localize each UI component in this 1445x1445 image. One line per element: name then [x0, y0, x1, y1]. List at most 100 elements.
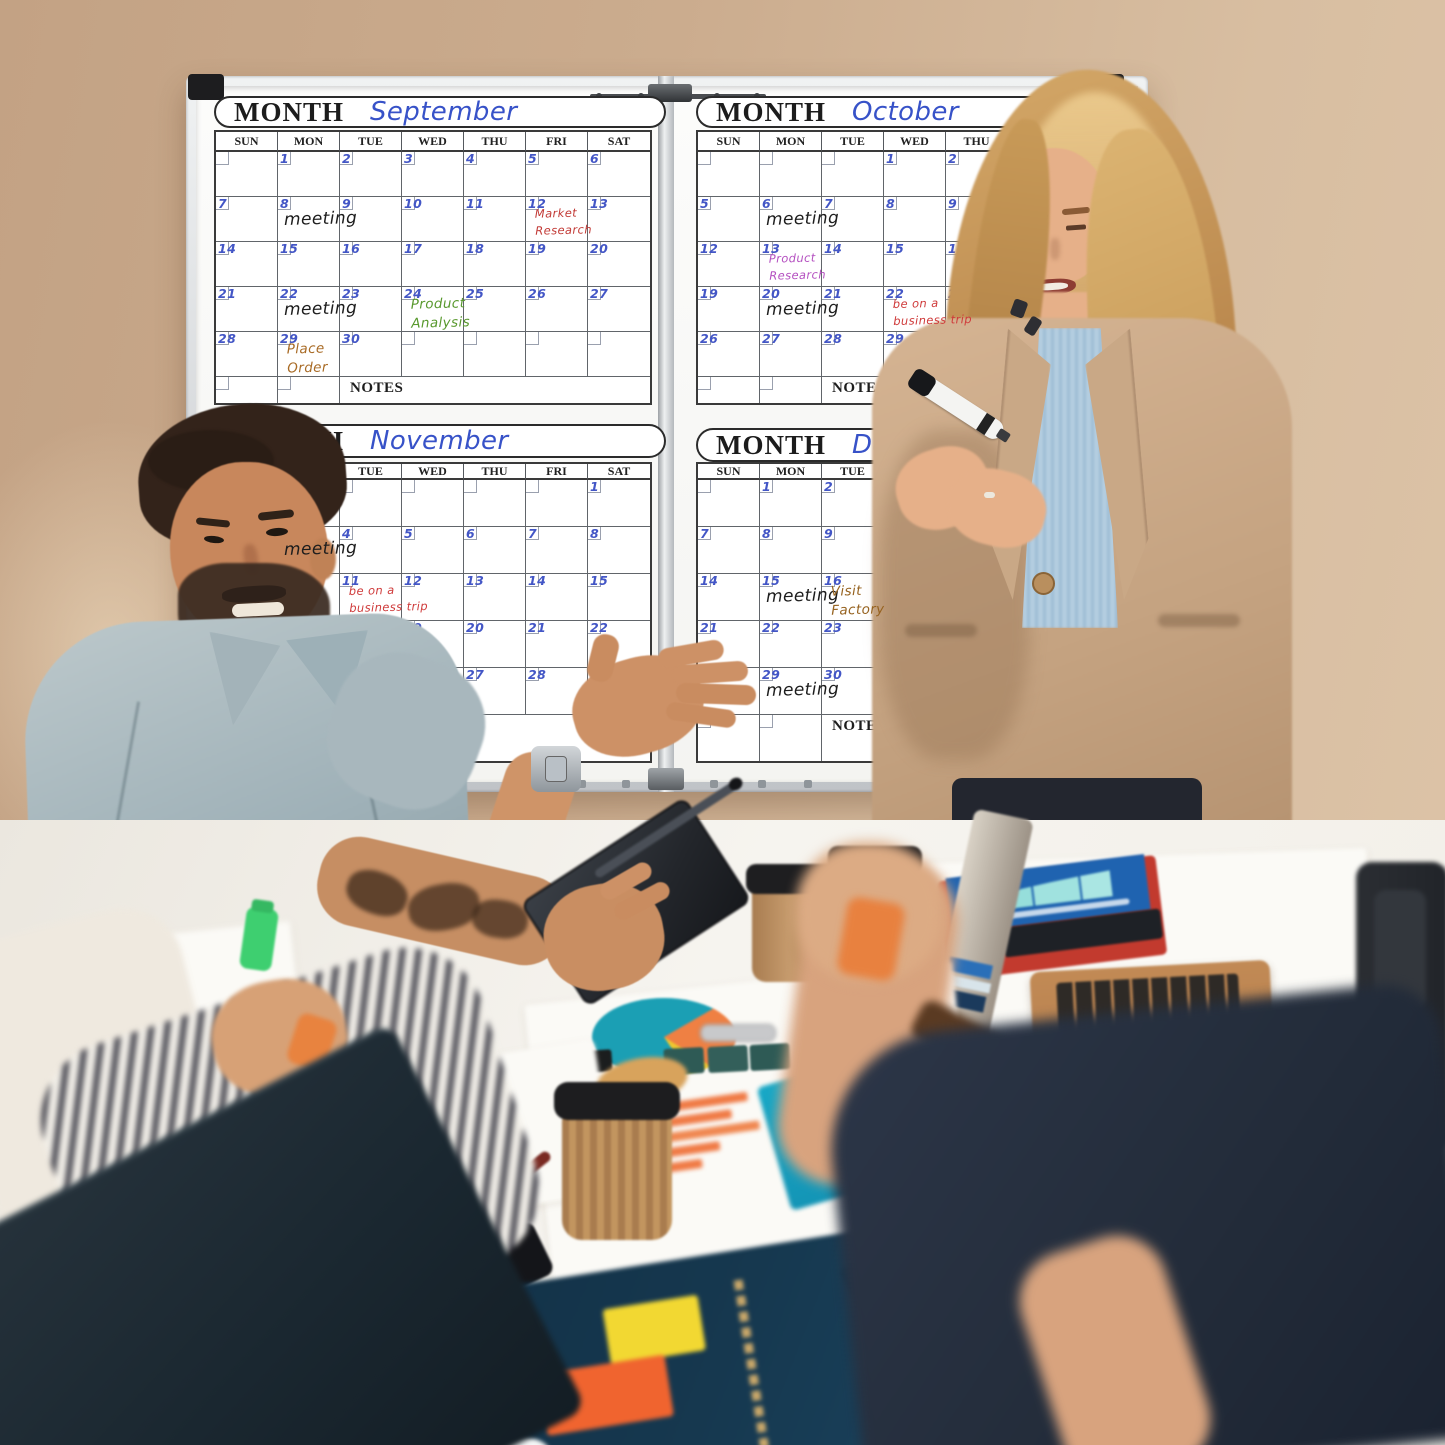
corner-box — [760, 197, 773, 210]
handwritten-event: meeting — [765, 585, 840, 607]
day-number: 9 — [342, 196, 352, 211]
month-label: MONTH — [234, 96, 344, 127]
day-number: 2 — [342, 151, 352, 166]
day-cell — [402, 332, 464, 377]
corner-box — [278, 332, 291, 345]
month-title-bar: MONTH September — [214, 96, 666, 128]
corner-box — [278, 242, 291, 255]
man-finger — [675, 682, 757, 706]
day-number: 16 — [824, 573, 843, 588]
corner-box — [760, 668, 773, 681]
day-number: 1 — [886, 151, 896, 166]
corner-box — [526, 668, 539, 681]
day-number: 16 — [342, 241, 361, 256]
woman-nose-shadow — [1050, 238, 1060, 260]
day-cell: 7 — [526, 526, 588, 574]
day-cell: 29 — [760, 667, 822, 715]
corner-box — [340, 332, 353, 345]
day-cell: 12 — [402, 573, 464, 621]
weekday-header: TUE — [340, 132, 402, 152]
notes-cell — [760, 715, 822, 761]
day-number: 19 — [528, 241, 547, 256]
day-cell: 20 — [464, 620, 526, 668]
day-number: 1 — [762, 479, 772, 494]
corner-box — [402, 480, 415, 493]
day-number: 15 — [886, 241, 905, 256]
panel-divider — [658, 76, 674, 792]
day-cell: 17 — [402, 241, 464, 287]
day-number: 1 — [280, 151, 290, 166]
day-cell: 16 — [340, 241, 402, 287]
day-cell: 1 — [278, 151, 340, 197]
marker-band — [976, 412, 996, 436]
day-number: 28 — [824, 331, 843, 346]
corner-box — [464, 332, 477, 345]
corner-box — [698, 574, 711, 587]
handwritten-event: meeting — [765, 679, 840, 701]
day-cell: 1 — [884, 151, 946, 197]
handwritten-event: meeting — [765, 298, 840, 320]
silver-watch — [531, 746, 581, 792]
day-cell: 4 — [464, 151, 526, 197]
corner-box — [588, 152, 601, 165]
day-cell — [698, 152, 760, 197]
corner-box — [402, 197, 415, 210]
day-number: 12 — [700, 241, 719, 256]
day-number: 20 — [590, 241, 609, 256]
corner-box — [760, 377, 773, 390]
large-coffee-cup — [562, 1112, 672, 1240]
corner-box — [698, 621, 711, 634]
corner-box — [402, 242, 415, 255]
corner-box — [822, 242, 835, 255]
day-cell: 25 — [464, 286, 526, 332]
corner-box — [402, 527, 415, 540]
notes-row: NOTES — [216, 377, 650, 403]
weekday-header: THU — [464, 464, 526, 480]
corner-box — [822, 621, 835, 634]
day-number: 15 — [280, 241, 299, 256]
frame-clip — [758, 780, 766, 788]
day-number: 18 — [466, 241, 485, 256]
week-row: 7 8 9 10 11 12 13 — [216, 196, 650, 242]
corner-box — [588, 242, 601, 255]
month-name-handwritten: September — [370, 97, 518, 127]
handwritten-event: meeting — [283, 538, 358, 560]
day-cell: 6 — [588, 151, 650, 197]
handwritten-event: be on a business trip — [892, 295, 973, 328]
day-cell: 14 — [698, 573, 760, 621]
day-number: 1 — [590, 479, 600, 494]
corner-box — [464, 152, 477, 165]
day-cell — [464, 332, 526, 377]
week-row: 28 29 30 — [216, 331, 650, 377]
corner-box — [464, 621, 477, 634]
day-number: 29 — [280, 331, 299, 346]
weekday-header: SUN — [698, 132, 760, 152]
day-cell — [588, 332, 650, 377]
corner-box — [884, 152, 897, 165]
day-number: 22 — [886, 286, 905, 301]
day-cell: 19 — [526, 241, 588, 287]
corner-box — [698, 480, 711, 493]
day-cell: 15 — [760, 573, 822, 621]
corner-box — [588, 332, 601, 345]
day-number: 28 — [218, 331, 237, 346]
corner-box — [588, 527, 601, 540]
corner-box — [822, 197, 835, 210]
corner-box — [216, 197, 229, 210]
notes-label: NOTES — [832, 380, 886, 396]
corner-box — [760, 574, 773, 587]
weekday-header: TUE — [340, 464, 402, 480]
day-cell: 4 — [340, 526, 402, 574]
day-number: 21 — [700, 620, 719, 635]
week-row: 21 22 23 24 25 26 27 — [216, 286, 650, 332]
day-number: 6 — [590, 151, 600, 166]
day-number: 5 — [528, 151, 538, 166]
corner-box — [526, 242, 539, 255]
weekday-header: SUN — [698, 464, 760, 480]
day-cell: 5 — [402, 526, 464, 574]
corner-box — [884, 197, 897, 210]
corner-box — [946, 197, 959, 210]
corner-box — [464, 197, 477, 210]
month-label: MONTH — [716, 96, 826, 127]
corner-cap-left — [188, 74, 224, 100]
